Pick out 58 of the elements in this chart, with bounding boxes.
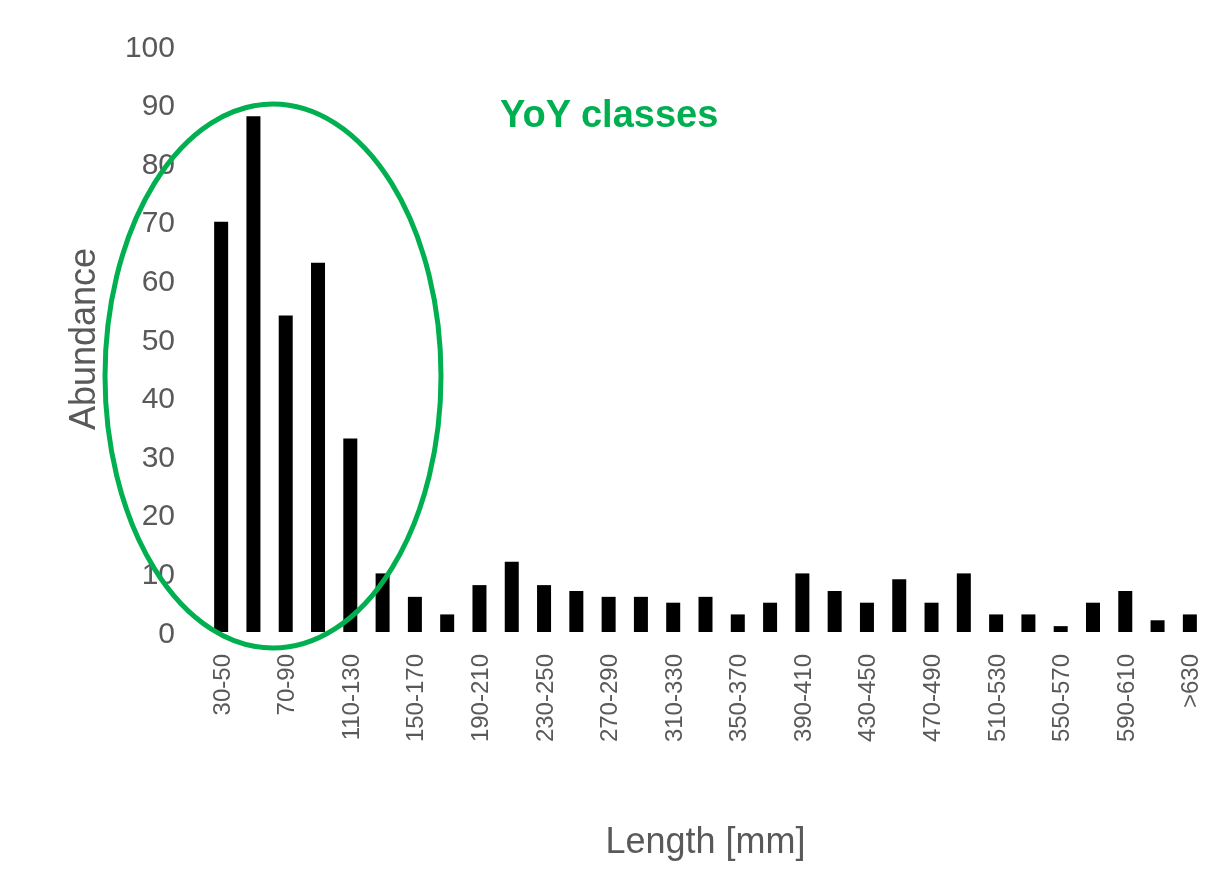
x-tick-label: 550-570: [1047, 654, 1075, 743]
y-tick-label: 60: [141, 263, 175, 297]
y-tick-label: 50: [141, 322, 175, 356]
bar: [763, 602, 778, 632]
y-tick-label: 30: [141, 439, 175, 473]
bar: [601, 596, 616, 632]
x-axis-title: Length [mm]: [605, 819, 806, 861]
bar: [472, 585, 487, 632]
bar: [246, 116, 261, 632]
bar: [1182, 614, 1197, 632]
x-tick-label: 470-490: [918, 654, 946, 743]
bar: [278, 315, 293, 632]
bar: [407, 596, 422, 632]
bar: [989, 614, 1004, 632]
bar: [1085, 602, 1100, 632]
bar: [730, 614, 745, 632]
y-axis-title: Abundance: [61, 247, 103, 431]
bar: [1118, 590, 1133, 632]
y-tick-label: 40: [141, 381, 175, 415]
x-tick-label: 430-450: [853, 654, 881, 743]
x-tick-label: 70-90: [272, 654, 300, 716]
y-tick-label: 0: [158, 615, 175, 649]
bar: [1150, 620, 1165, 632]
x-tick-label: 590-610: [1111, 654, 1139, 743]
bar: [795, 573, 810, 632]
x-tick-label: 510-530: [982, 654, 1010, 743]
x-tick-label: 390-410: [788, 654, 816, 743]
y-tick-label: 20: [141, 498, 175, 532]
bar: [892, 579, 907, 632]
x-tick-label: 190-210: [465, 654, 493, 743]
bar: [343, 438, 358, 632]
bar: [956, 573, 971, 632]
bar: [633, 596, 648, 632]
x-tick-label: 270-290: [595, 654, 623, 743]
x-tick-label: 350-370: [724, 654, 752, 743]
bar: [698, 596, 713, 632]
y-tick-label: 100: [124, 29, 175, 63]
y-tick-label: 70: [141, 205, 175, 239]
x-tick-label: 230-250: [530, 654, 558, 743]
x-tick-label: 150-170: [401, 654, 429, 743]
bar: [311, 262, 326, 632]
x-tick-label: 30-50: [207, 654, 235, 716]
y-tick-label: 90: [141, 88, 175, 122]
x-tick-label: 310-330: [659, 654, 687, 743]
bar: [827, 590, 842, 632]
x-tick-label: 110-130: [336, 654, 364, 741]
bar: [440, 614, 455, 632]
bar: [1021, 614, 1036, 632]
x-tick-label: >630: [1176, 654, 1204, 709]
annotation: YoY classes: [500, 93, 719, 135]
bar: [537, 585, 552, 632]
bar: [1053, 626, 1068, 632]
bar: [214, 221, 229, 632]
bar: [859, 602, 874, 632]
bar: [666, 602, 681, 632]
bar: [504, 561, 519, 632]
bar: [924, 602, 939, 632]
bar: [569, 590, 584, 632]
